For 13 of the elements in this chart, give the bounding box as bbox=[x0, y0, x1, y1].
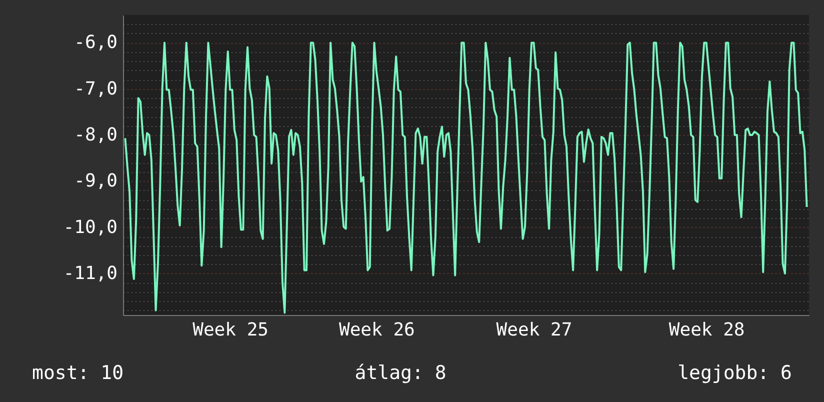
y-tick-label: -6,0 bbox=[74, 32, 118, 54]
y-tick-label: -10,0 bbox=[63, 216, 118, 238]
text: most: 10 bbox=[32, 362, 124, 384]
y-tick-label: -9,0 bbox=[74, 170, 118, 192]
x-tick-label: Week 25 bbox=[192, 320, 268, 340]
y-tick-label: -8,0 bbox=[74, 124, 118, 146]
x-tick-label: Week 27 bbox=[496, 320, 572, 340]
text: legjobb: 6 bbox=[678, 362, 792, 384]
x-tick-label: Week 28 bbox=[668, 320, 745, 340]
y-tick-label: -11,0 bbox=[63, 262, 118, 284]
text: átlag: 8 bbox=[354, 362, 446, 384]
x-tick-label: Week 26 bbox=[338, 320, 415, 340]
y-tick-label: -7,0 bbox=[74, 78, 118, 100]
